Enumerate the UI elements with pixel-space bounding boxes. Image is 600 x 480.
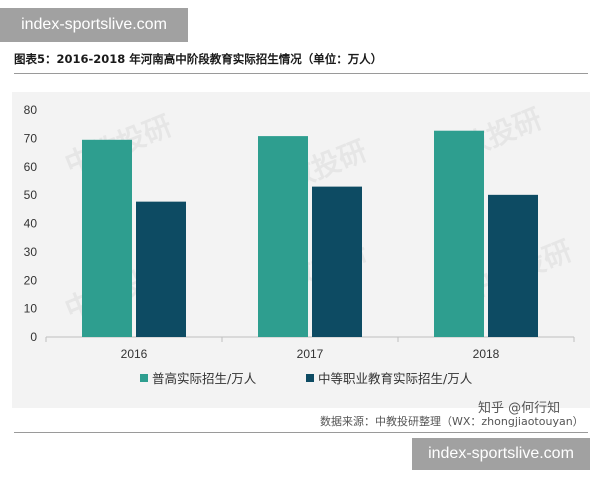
y-tick-label: 60 xyxy=(24,160,38,174)
data-source: 数据来源：中教投研整理（WX：zhongjiaotouyan） xyxy=(320,415,584,428)
y-tick-label: 30 xyxy=(24,245,38,259)
bar-general-high-school xyxy=(434,130,484,337)
y-tick-label: 70 xyxy=(24,131,38,145)
bar-vocational xyxy=(312,186,362,337)
legend-label: 中等职业教育实际招生/万人 xyxy=(318,371,473,386)
y-tick-label: 50 xyxy=(24,188,38,202)
x-tick-label: 2016 xyxy=(121,347,148,361)
bar-general-high-school xyxy=(258,136,308,337)
legend-label: 普高实际招生/万人 xyxy=(152,371,257,386)
bar-vocational xyxy=(136,201,186,337)
watermark-top: index-sportslive.com xyxy=(0,8,188,42)
x-tick-label: 2018 xyxy=(473,347,500,361)
figure-title: 图表5：2016-2018 年河南高中阶段教育实际招生情况（单位：万人） xyxy=(14,52,383,66)
bar-vocational xyxy=(488,194,538,337)
watermark-bottom: index-sportslive.com xyxy=(412,438,590,470)
y-tick-label: 10 xyxy=(24,302,38,316)
legend-swatch xyxy=(140,374,148,382)
credit-watermark: 知乎 @何行知 xyxy=(478,401,561,416)
x-tick-label: 2017 xyxy=(297,347,324,361)
y-tick-label: 40 xyxy=(24,217,38,231)
bottom-divider xyxy=(14,432,588,433)
y-tick-label: 0 xyxy=(30,330,37,344)
bar-general-high-school xyxy=(82,139,132,337)
y-tick-label: 20 xyxy=(24,273,38,287)
title-divider xyxy=(14,73,588,74)
y-tick-label: 80 xyxy=(24,103,38,117)
legend-swatch xyxy=(306,374,314,382)
